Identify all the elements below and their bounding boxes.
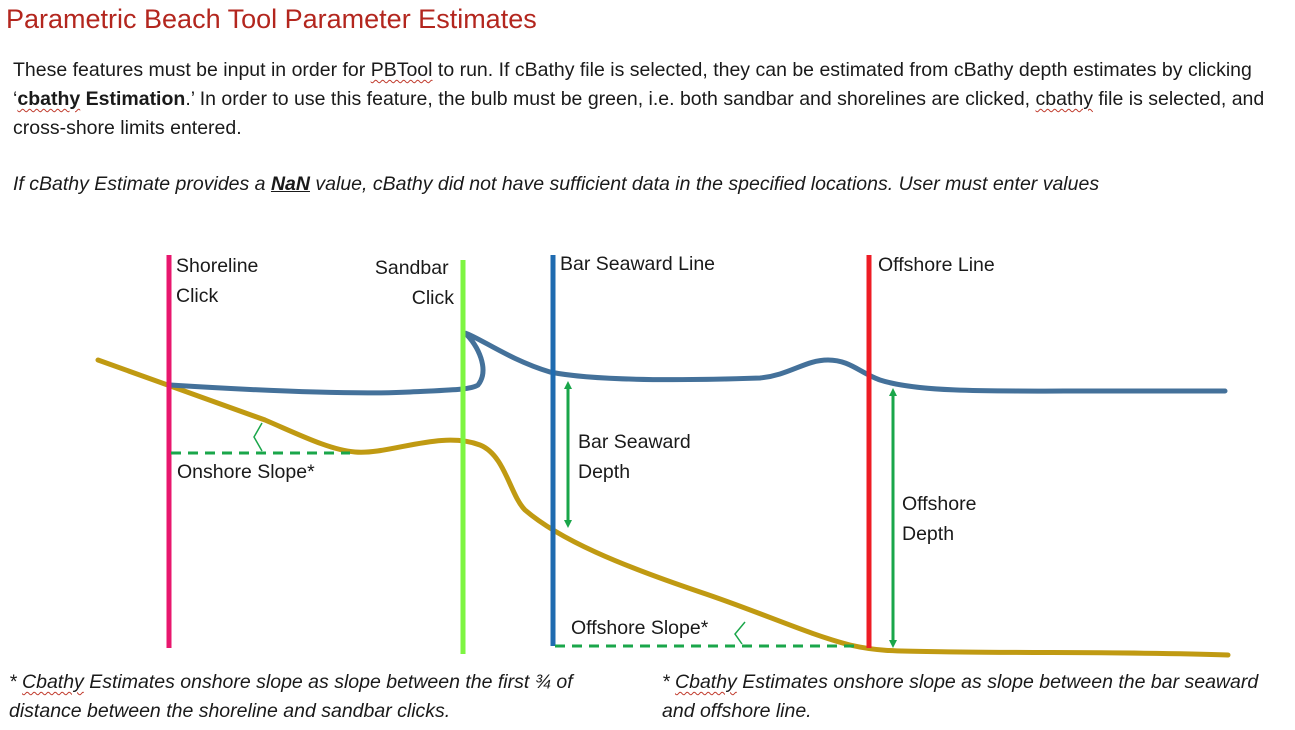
- offshore-depth-label: Offshore Depth: [902, 493, 982, 545]
- water-surface-line: [167, 330, 1228, 396]
- onshore-slope-angle-mark: [253, 422, 263, 452]
- cbathy-term: cbathy: [17, 88, 81, 110]
- footnote-onshore: * Cbathy Estimates onshore slope as slop…: [9, 668, 649, 726]
- footnote-offshore: * Cbathy Estimates onshore slope as slop…: [662, 668, 1282, 726]
- shoreline-click-label: Shoreline Click: [176, 255, 264, 307]
- sandbar-label-line2: Click: [412, 287, 454, 309]
- cbathy-term: cbathy: [1035, 88, 1093, 110]
- footnote-text: *: [662, 671, 676, 693]
- shoreline-label-line2: Click: [176, 285, 218, 307]
- nan-note: If cBathy Estimate provides a NaN value,…: [13, 173, 1099, 196]
- bar-seaward-line-label: Bar Seaward Line: [560, 253, 715, 275]
- intro-text: file is selected, and cross-shore limits…: [13, 88, 1265, 139]
- footnote-text: Estimates onshore slope as slope between…: [9, 671, 573, 722]
- note-text: If cBathy Estimate provides a: [13, 173, 271, 195]
- note-text: value, cBathy did not have sufficient da…: [309, 173, 1100, 195]
- bathymetry-profile: [95, 357, 1231, 658]
- page-title: Parametric Beach Tool Parameter Estimate…: [6, 4, 537, 34]
- offshore-depth-line2: Depth: [902, 523, 954, 545]
- offshore-slope-label: Offshore Slope*: [571, 617, 709, 639]
- cbathy-term: Cbathy: [22, 671, 84, 693]
- intro-paragraph: These features must be input in order fo…: [13, 56, 1288, 143]
- bar-seaward-depth-line2: Depth: [578, 461, 630, 483]
- footnote-text: Estimates onshore slope as slope between…: [662, 671, 1259, 722]
- intro-text: to run. If cBathy file is selected, they…: [13, 59, 1252, 110]
- offshore-line-label: Offshore Line: [878, 254, 995, 276]
- pbtool-term: PBTool: [370, 59, 433, 81]
- bar-seaward-depth-line1: Bar Seaward: [578, 431, 691, 453]
- cbathy-term: Cbathy: [675, 671, 737, 693]
- estimation-term: Estimation: [80, 88, 186, 110]
- nan-term: NaN: [270, 173, 310, 195]
- offshore-slope-angle-mark: [734, 621, 746, 645]
- offshore-depth-line1: Offshore: [902, 493, 976, 515]
- intro-text: These features must be input in order fo…: [13, 59, 371, 81]
- sandbar-label-line1: Sandbar: [375, 257, 449, 279]
- shoreline-label-line1: Shoreline: [176, 255, 258, 277]
- intro-text: .’ In order to use this feature, the bul…: [185, 88, 1036, 110]
- footnote-text: *: [9, 671, 23, 693]
- sandbar-click-label: Sandbar Click: [375, 257, 454, 309]
- onshore-slope-label: Onshore Slope*: [177, 461, 315, 483]
- bar-seaward-depth-label: Bar Seaward Depth: [578, 431, 696, 483]
